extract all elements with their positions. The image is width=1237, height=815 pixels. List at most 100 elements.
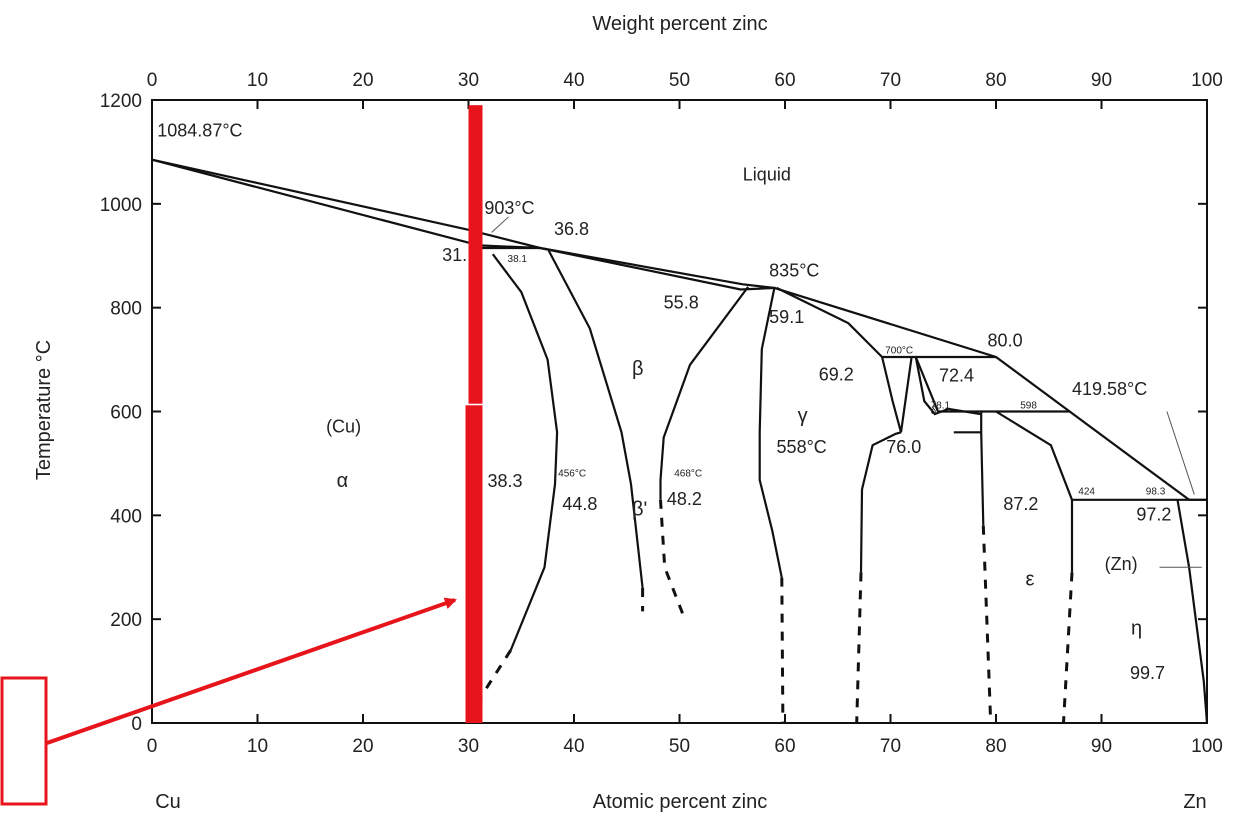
phase-annotation: ε: [1026, 568, 1035, 590]
phase-annotation: 1084.87°C: [157, 120, 242, 140]
phase-annotation: (Zn): [1105, 554, 1138, 574]
phase-annotation: 903°C: [484, 198, 534, 218]
phase-annotation: 76.0: [886, 437, 921, 457]
phase-annotation: 468°C: [674, 468, 702, 479]
phase-annotations: 1084.87°C 903°C 36.8 31. 38.1 Liquid 835°C 55.8…: [157, 120, 1171, 683]
phase-annotation: Liquid: [743, 164, 791, 184]
phase-annotation: γ: [798, 405, 808, 427]
phase-boundaries: [151, 158, 1209, 724]
phase-boundary-dashed: [780, 577, 785, 724]
phase-boundary: [151, 158, 1190, 501]
x-tick-label-top: 30: [458, 70, 479, 91]
endpoint-label-cu: Cu: [155, 791, 181, 813]
x-tick-label-top: 50: [669, 70, 690, 91]
y-tick-label: 600: [110, 403, 142, 424]
phase-annotation: 87.2: [1003, 494, 1038, 514]
phase-annotation: 558°C: [777, 437, 827, 457]
highlight-arrow: [46, 597, 457, 745]
highlight-box: [0, 676, 48, 806]
phase-annotation: 80.0: [988, 331, 1023, 351]
x-tick-label-bottom: 90: [1091, 736, 1112, 757]
phase-annotation: 700°C: [885, 345, 913, 356]
phase-annotation: 97.2: [1136, 505, 1171, 525]
phase-boundary: [914, 356, 981, 416]
phase-annotation: δ: [931, 406, 937, 417]
phase-annotation: β': [632, 498, 647, 520]
x-tick-label-bottom: 60: [774, 736, 795, 757]
phase-annotation: 456°C: [558, 468, 586, 479]
y-tick-label: 0: [131, 714, 142, 735]
x-tick-label-bottom: 10: [247, 736, 268, 757]
phase-annotation: (Cu): [326, 416, 361, 436]
phase-boundary: [995, 410, 1074, 573]
phase-annotation: α: [337, 470, 349, 492]
x-tick-label-bottom: 0: [147, 736, 158, 757]
phase-annotation: 48.2: [667, 489, 702, 509]
y-tick-label: 1000: [100, 195, 142, 216]
x-tick-label-bottom: 50: [669, 736, 690, 757]
x-tick-label-top: 0: [147, 70, 158, 91]
phase-boundary-dashed: [1062, 572, 1074, 724]
x-tick-label-top: 10: [247, 70, 268, 91]
phase-annotation: 99.7: [1130, 663, 1165, 683]
phase-boundary-dashed: [855, 572, 863, 724]
y-axis-title: Temperature °C: [33, 340, 55, 480]
x-tick-label-top: 80: [985, 70, 1006, 91]
phase-annotation: 424: [1078, 487, 1095, 498]
phase-annotation: 38.3: [487, 471, 522, 491]
leader-line: [491, 216, 509, 233]
phase-boundary: [659, 286, 749, 500]
phase-annotation: 72.4: [939, 365, 974, 385]
phase-boundary: [151, 158, 776, 291]
phase-boundary: [899, 356, 913, 433]
x-tick-label-bottom: 70: [880, 736, 901, 757]
leader-line: [1166, 411, 1195, 495]
phase-annotation: 598: [1020, 400, 1037, 411]
composition-marker-upper: [468, 105, 483, 404]
y-tick-label: 400: [110, 506, 142, 527]
x-tick-label-bottom: 100: [1191, 736, 1223, 757]
composition-highlight: [0, 105, 483, 806]
phase-annotation: 419.58°C: [1072, 379, 1147, 399]
phase-boundary: [859, 431, 902, 573]
x-tick-label-bottom: 40: [563, 736, 584, 757]
phase-boundary: [758, 287, 783, 578]
x-tick-label-top: 40: [563, 70, 584, 91]
y-tick-label: 1200: [100, 91, 142, 112]
phase-boundary: [1176, 499, 1209, 724]
phase-annotation: 835°C: [769, 261, 819, 281]
phase-annotation: 98.3: [1146, 487, 1166, 498]
phase-boundary: [491, 253, 559, 651]
phase-annotation: 69.2: [819, 364, 854, 384]
top-axis-title: Weight percent zinc: [592, 13, 767, 35]
x-tick-label-top: 100: [1191, 70, 1223, 91]
x-tick-label-top: 60: [774, 70, 795, 91]
composition-marker-lower: [465, 405, 483, 723]
phase-annotation: 38.1: [508, 254, 528, 265]
phase-annotation: β: [632, 358, 644, 380]
x-tick-label-top: 90: [1091, 70, 1112, 91]
x-tick-label-top: 70: [880, 70, 901, 91]
endpoint-label-zn: Zn: [1183, 791, 1206, 813]
phase-annotation: 55.8: [664, 293, 699, 313]
phase-boundary-dashed: [659, 499, 687, 620]
x-tick-label-top: 20: [352, 70, 373, 91]
phase-boundary: [980, 411, 985, 526]
phase-annotation: 59.1: [769, 307, 804, 327]
y-tick-label: 800: [110, 299, 142, 320]
phase-annotation: 44.8: [562, 494, 597, 514]
phase-boundary: [547, 250, 644, 589]
phase-annotation: 36.8: [554, 219, 589, 239]
bottom-axis-title: Atomic percent zinc: [593, 791, 768, 813]
phase-boundary-dashed: [477, 649, 512, 701]
axis-ticks: 0 10 20 30 40 50 60 70 80 90 1000 10 20 30 40 50 60 70 80 9…: [100, 70, 1223, 757]
phase-boundary-dashed: [981, 525, 993, 724]
x-tick-label-bottom: 20: [352, 736, 373, 757]
phase-annotation: η: [1131, 618, 1142, 640]
x-tick-label-bottom: 30: [458, 736, 479, 757]
x-tick-label-bottom: 80: [985, 736, 1006, 757]
y-tick-label: 200: [110, 610, 142, 631]
phase-annotation: 31.: [442, 245, 467, 265]
phase-annotation: 78.1: [931, 400, 951, 411]
